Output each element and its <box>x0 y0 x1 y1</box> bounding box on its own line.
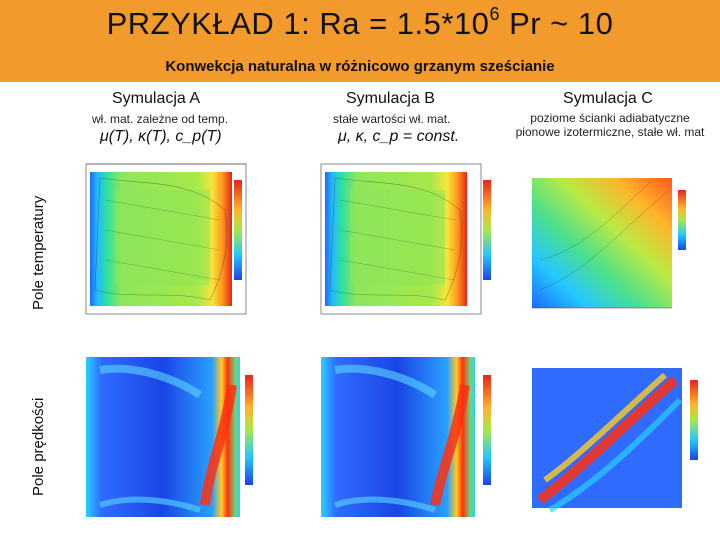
velocity-plot-a <box>60 345 275 535</box>
temperature-plot-c <box>520 170 720 320</box>
temperature-plot-b <box>295 150 510 330</box>
column-title-b: Symulacja B <box>346 90 435 107</box>
velocity-plot-b <box>295 345 510 535</box>
row-label-temperature: Pole temperatury <box>30 195 47 310</box>
row-label-velocity: Pole prędkości <box>30 397 47 496</box>
header-bar <box>0 0 720 82</box>
column-desc-c: poziome ścianki adiabatyczne pionowe izo… <box>515 111 705 139</box>
temperature-plot-a <box>60 150 270 330</box>
column-desc-b: stałe wartości wł. mat. <box>333 112 451 126</box>
slide-subtitle: Konwekcja naturalna w różnicowo grzanym … <box>165 58 555 75</box>
column-formula-a: μ(T), κ(T), c_p(T) <box>100 128 222 145</box>
column-title-c: Symulacja C <box>563 90 653 107</box>
velocity-plot-c <box>520 360 720 520</box>
column-title-a: Symulacja A <box>112 90 201 107</box>
column-desc-a: wł. mat. zależne od temp. <box>92 112 229 126</box>
column-formula-b: μ, κ, c_p = const. <box>338 128 460 145</box>
slide-title: PRZYKŁAD 1: Ra = 1.5*106 Pr ~ 10 <box>106 4 614 41</box>
